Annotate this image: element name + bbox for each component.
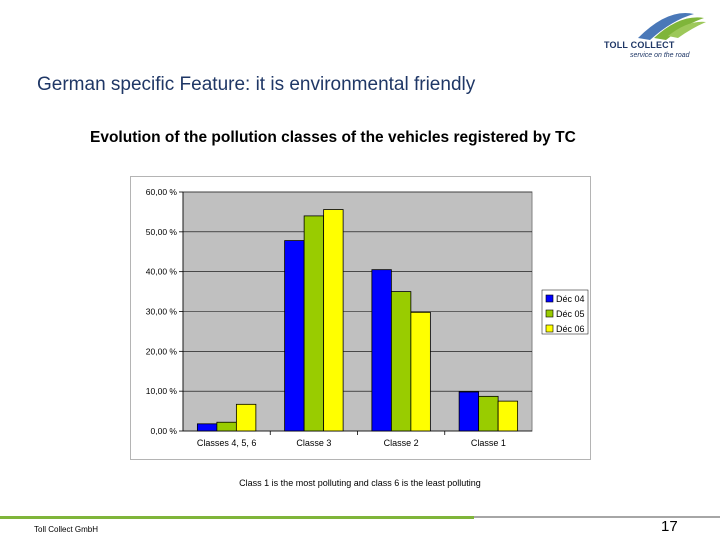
bar	[196, 423, 218, 432]
chart-title: Evolution of the pollution classes of th…	[90, 129, 576, 146]
y-tick-label: 60,00 %	[146, 187, 178, 197]
y-tick-label: 30,00 %	[146, 307, 178, 317]
legend-swatch	[545, 309, 554, 318]
bar	[323, 209, 344, 432]
x-tick-label: Classe 1	[471, 438, 506, 448]
bar	[497, 400, 519, 432]
y-tick-label: 50,00 %	[146, 227, 178, 237]
footer-accent-line	[0, 516, 474, 519]
legend-swatch	[545, 324, 554, 333]
legend-label: Déc 06	[556, 324, 585, 334]
bar	[284, 240, 305, 432]
slide-title: German specific Feature: it is environme…	[37, 74, 476, 95]
bar	[458, 391, 480, 432]
footer-company: Toll Collect GmbH	[34, 525, 99, 534]
bar	[410, 311, 431, 432]
toll-collect-logo	[638, 13, 706, 40]
bar	[390, 291, 412, 432]
x-tick-label: Classes 4, 5, 6	[197, 438, 257, 448]
y-tick-label: 20,00 %	[146, 346, 178, 356]
bar	[478, 395, 499, 432]
y-tick-label: 40,00 %	[146, 267, 178, 277]
bar	[216, 421, 237, 432]
legend-swatch	[545, 294, 554, 303]
legend-label: Déc 04	[556, 294, 585, 304]
page-number: 17	[661, 518, 678, 535]
bar	[371, 269, 392, 432]
chart-footnote: Class 1 is the most polluting and class …	[239, 478, 481, 488]
legend-label: Déc 05	[556, 309, 585, 319]
x-tick-label: Classe 3	[296, 438, 331, 448]
brand-name: TOLL COLLECT	[604, 40, 675, 50]
bar	[303, 215, 325, 432]
brand-slogan: service on the road	[630, 52, 690, 59]
bar	[235, 403, 257, 432]
y-tick-label: 10,00 %	[146, 386, 178, 396]
x-tick-label: Classe 2	[384, 438, 419, 448]
y-tick-label: 0,00 %	[151, 426, 178, 436]
